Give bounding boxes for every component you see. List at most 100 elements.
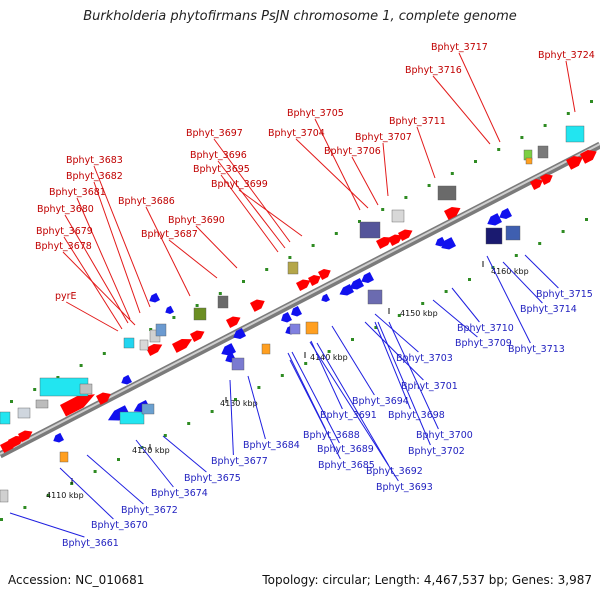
reverse-gene-leader <box>451 287 480 323</box>
reverse-gene-label[interactable]: Bphyt_3700 <box>416 430 473 441</box>
reverse-gene-label[interactable]: Bphyt_3714 <box>520 304 577 315</box>
forward-gene-leader <box>65 301 119 332</box>
reverse-gene-label[interactable]: Bphyt_3713 <box>508 344 565 355</box>
reverse-gene-label[interactable]: Bphyt_3702 <box>408 446 465 457</box>
forward-gene-leader <box>217 160 286 249</box>
reverse-gene-leader <box>524 254 559 289</box>
forward-gene-leader <box>93 165 151 308</box>
forward-gene-label[interactable]: Bphyt_3697 <box>186 128 243 139</box>
reverse-gene-label[interactable]: Bphyt_3688 <box>303 430 360 441</box>
scale-tick-label: 4140 kbp <box>310 353 348 362</box>
reverse-gene-leader <box>9 512 85 538</box>
forward-gene-label[interactable]: Bphyt_3686 <box>118 196 175 207</box>
forward-gene-leader <box>382 142 389 197</box>
forward-gene-leader <box>295 138 369 209</box>
reverse-gene-label[interactable]: Bphyt_3703 <box>396 353 453 364</box>
forward-gene-label[interactable]: Bphyt_3681 <box>49 187 106 198</box>
reverse-gene-label[interactable]: Bphyt_3691 <box>320 410 377 421</box>
forward-gene-label[interactable]: Bphyt_3699 <box>211 179 268 190</box>
forward-gene-leader <box>416 126 436 179</box>
forward-gene-leader <box>93 181 141 314</box>
reverse-gene-label[interactable]: Bphyt_3692 <box>366 466 423 477</box>
forward-gene-label[interactable]: Bphyt_3724 <box>538 50 595 61</box>
reverse-gene-leader <box>331 325 375 396</box>
forward-gene-leader <box>168 239 218 279</box>
forward-gene-label[interactable]: Bphyt_3678 <box>35 241 92 252</box>
reverse-gene-label[interactable]: Bphyt_3685 <box>318 460 375 471</box>
forward-gene-label[interactable]: Bphyt_3706 <box>324 146 381 157</box>
forward-gene-label[interactable]: Bphyt_3682 <box>66 171 123 182</box>
forward-gene-leader <box>351 156 379 206</box>
reverse-gene-label[interactable]: Bphyt_3709 <box>455 338 512 349</box>
genome-summary-text: Topology: circular; Length: 4,467,537 bp… <box>262 573 592 587</box>
scale-tick-label: 4110 kbp <box>46 491 84 500</box>
forward-gene-label[interactable]: Bphyt_3705 <box>287 108 344 119</box>
forward-gene-label[interactable]: Bphyt_3711 <box>389 116 446 127</box>
reverse-gene-label[interactable]: Bphyt_3677 <box>211 456 268 467</box>
forward-gene-leader <box>145 206 191 297</box>
forward-gene-label[interactable]: Bphyt_3687 <box>141 229 198 240</box>
reverse-gene-label[interactable]: Bphyt_3698 <box>388 410 445 421</box>
forward-gene-leader <box>238 189 303 237</box>
reverse-gene-label[interactable]: Bphyt_3674 <box>151 488 208 499</box>
reverse-gene-leader <box>289 359 341 460</box>
reverse-gene-leader <box>377 321 431 446</box>
reverse-gene-leader <box>486 255 531 344</box>
reverse-gene-leader <box>388 321 439 430</box>
map-title: Burkholderia phytofirmans PsJN chromosom… <box>83 9 517 24</box>
forward-gene-label[interactable]: Bphyt_3683 <box>66 155 123 166</box>
reverse-gene-leader <box>374 321 411 410</box>
forward-gene-leader <box>62 251 136 326</box>
forward-gene-label[interactable]: Bphyt_3695 <box>193 164 250 175</box>
reverse-gene-leader <box>374 313 419 353</box>
forward-gene-label[interactable]: Bphyt_3704 <box>268 128 325 139</box>
reverse-gene-label[interactable]: Bphyt_3710 <box>457 323 514 334</box>
forward-gene-leader <box>565 60 576 113</box>
reverse-gene-leader <box>316 342 389 466</box>
forward-gene-leader <box>314 118 361 211</box>
reverse-gene-labels: Bphyt_3715 Bphyt_3714 Bphyt_3710 Bphyt_3713… <box>62 289 593 549</box>
reverse-gene-label[interactable]: Bphyt_3661 <box>62 538 119 549</box>
forward-gene-labels: Bphyt_3717 Bphyt_3724 Bphyt_3716 Bphyt_3705… <box>35 42 595 302</box>
reverse-gene-label[interactable]: Bphyt_3689 <box>317 444 374 455</box>
forward-gene-leader <box>64 214 129 324</box>
scale-tick-label: 4150 kbp <box>400 309 438 318</box>
forward-gene-leader <box>76 197 131 320</box>
scale-tick-label: 4130 kbp <box>220 399 258 408</box>
scale-tick-label: 4160 kbp <box>491 267 529 276</box>
forward-gene-label[interactable]: Bphyt_3679 <box>36 226 93 237</box>
forward-gene-leader <box>220 174 279 253</box>
forward-gene-label[interactable]: Bphyt_3707 <box>355 132 412 143</box>
forward-gene-label[interactable]: Bphyt_3690 <box>168 215 225 226</box>
reverse-gene-label[interactable]: Bphyt_3701 <box>401 381 458 392</box>
reverse-gene-label[interactable]: Bphyt_3675 <box>184 473 241 484</box>
reverse-gene-leader <box>86 454 144 505</box>
reverse-gene-label[interactable]: Bphyt_3693 <box>376 482 433 493</box>
reverse-gene-leader <box>309 341 399 482</box>
reverse-gene-leader <box>229 379 234 456</box>
reverse-gene-label[interactable]: Bphyt_3670 <box>91 520 148 531</box>
reverse-gene-leader <box>135 439 174 488</box>
reverse-gene-label[interactable]: Bphyt_3715 <box>536 289 593 300</box>
forward-gene-leader <box>195 225 238 269</box>
label-lines <box>9 52 576 538</box>
forward-gene-leader <box>458 52 501 143</box>
reverse-gene-leader <box>364 321 424 381</box>
forward-gene-label[interactable]: Bphyt_3680 <box>37 204 94 215</box>
forward-gene-leader <box>213 138 291 243</box>
reverse-gene-label[interactable]: Bphyt_3694 <box>352 396 409 407</box>
forward-gene-label[interactable]: Bphyt_3696 <box>190 150 247 161</box>
reverse-gene-label[interactable]: Bphyt_3672 <box>121 505 178 516</box>
forward-gene-label[interactable]: pyrE <box>55 291 77 302</box>
forward-gene-leader <box>432 75 491 145</box>
reverse-gene-leader <box>162 435 207 473</box>
forward-gene-label[interactable]: Bphyt_3716 <box>405 65 462 76</box>
forward-gene-label[interactable]: Bphyt_3717 <box>431 42 488 53</box>
reverse-gene-leader <box>432 299 478 338</box>
reverse-gene-leader <box>59 467 114 520</box>
scale-tick-label: 4120 kbp <box>132 446 170 455</box>
reverse-gene-leader <box>291 351 340 444</box>
gene-shapes <box>0 125 597 503</box>
reverse-gene-label[interactable]: Bphyt_3684 <box>243 440 300 451</box>
